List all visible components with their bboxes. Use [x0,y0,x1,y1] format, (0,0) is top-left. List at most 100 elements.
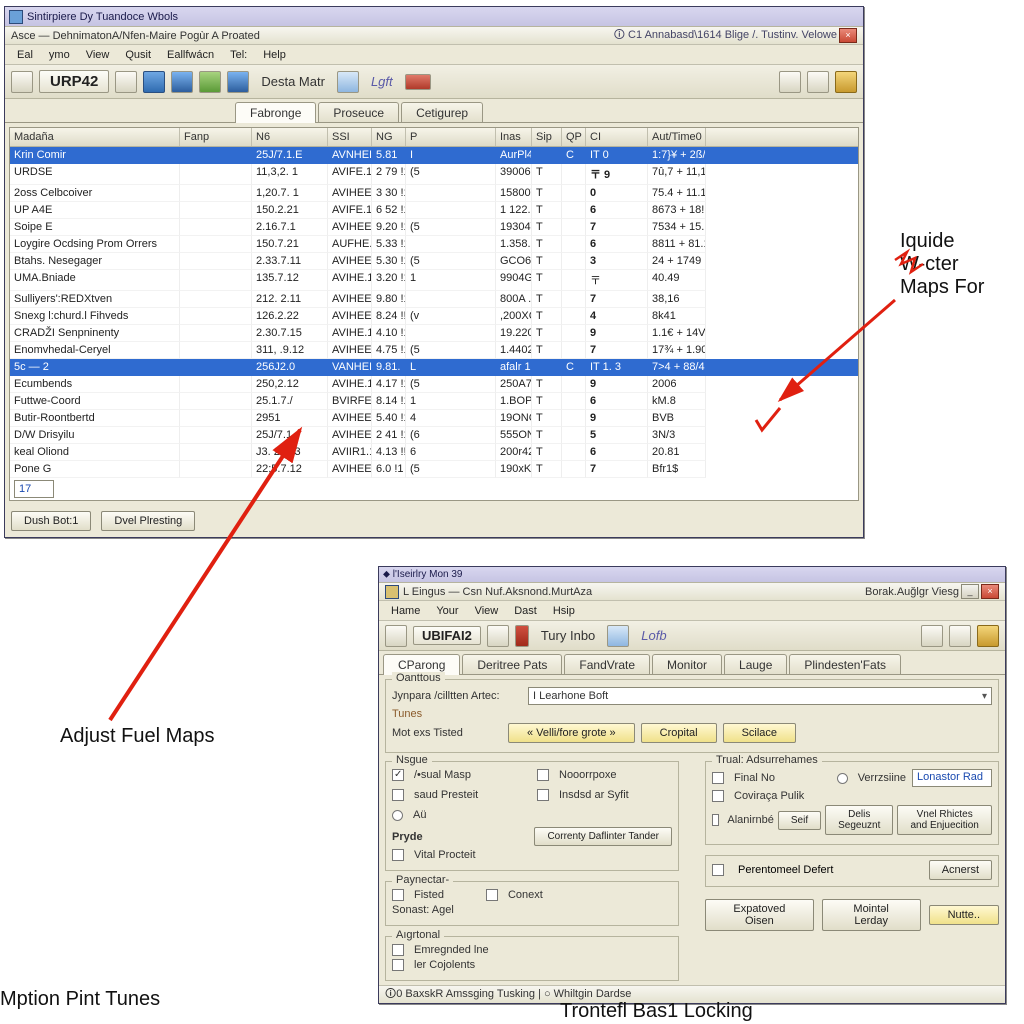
chk-emr[interactable] [392,944,404,956]
table-row[interactable]: Krin Comir25J/7.1.EAVNHED 15.81IAurPl42/… [10,147,858,164]
tool-icon-red[interactable] [405,74,431,90]
menu-qusit[interactable]: Qusit [117,47,159,63]
chk-vital[interactable] [392,849,404,861]
table-row[interactable]: Btahs. Nesegager2.33.7.11AVIHEE.125.30 !… [10,253,858,270]
dvel-button[interactable]: Dvel Plresting [101,511,195,531]
menu-ymo[interactable]: ymo [41,47,78,63]
close-icon-2[interactable]: × [981,584,999,599]
table-row[interactable]: Ecumbends250,2.12AVIHE.194.17 !1(5250A7.… [10,376,858,393]
close-icon[interactable]: × [839,28,857,43]
chk-ale[interactable] [712,814,719,826]
smenu-4[interactable]: Hsip [545,603,583,619]
tool-icon-5[interactable] [199,71,221,93]
stab-1[interactable]: Deritree Pats [462,654,562,674]
settings-title-small[interactable]: ⬥ l'Iseirlry Mon 39 [379,567,1005,583]
table-row[interactable]: 5c — 2256J2.0VANHED 119.81.Lafalr 1.32).… [10,359,858,376]
rad-ver[interactable] [837,773,848,784]
stab-5[interactable]: Plindesten'Fats [789,654,901,674]
chk-noon[interactable] [537,769,549,781]
rad-au[interactable] [392,810,403,821]
menu-eall[interactable]: Eallfwácn [159,47,222,63]
col-5[interactable]: P [406,128,496,146]
col-3[interactable]: SSI [328,128,372,146]
tool-icon-4[interactable] [171,71,193,93]
chk-inds[interactable] [537,789,549,801]
col-4[interactable]: NG [372,128,406,146]
menu-eal[interactable]: Eal [9,47,41,63]
table-row[interactable]: Snexg l:churd.l Fihveds126.2.22AVIHEE.15… [10,308,858,325]
btn-vnal[interactable]: Vnel Rhictes and Enjuecition [897,805,992,835]
table-row[interactable]: Soipe E2.16.7.1AVIHEE.169.20 !1(519304V.… [10,219,858,236]
stool-6[interactable] [977,625,999,647]
smenu-3[interactable]: Dast [506,603,545,619]
table-row[interactable]: URDSE11,3,2. 1AVIFE.152 79 !1(5390061 1T… [10,164,858,185]
col-1[interactable]: Fanp [180,128,252,146]
dropdown-type[interactable]: I Learhone Boft [528,687,992,705]
tool-icon-2[interactable] [115,71,137,93]
table-row[interactable]: Loygire Ocdsing Prom Orrers150.7.21AUFHE… [10,236,858,253]
smenu-1[interactable]: Your [428,603,466,619]
col-9[interactable]: CI [586,128,648,146]
stool-2[interactable] [487,625,509,647]
table-row[interactable]: 2oss Celbcoiver1,20.7. 1AVIHEE.153 30 !1… [10,185,858,202]
main-titlebar[interactable]: Sintirpiere Dy Tuandoce Wbols [5,7,863,27]
chk-final[interactable] [712,772,724,784]
menu-help[interactable]: Help [255,47,294,63]
btn-acnerst[interactable]: Acnerst [929,860,992,880]
tool-icon-8[interactable] [779,71,801,93]
table-row[interactable]: UMA.Bniade135.7.12AVIHE.123.20 !119904G … [10,270,858,291]
txt-lonastor[interactable]: Lonastor Rad [912,769,992,787]
tool-icon-10[interactable] [835,71,857,93]
table-row[interactable]: Pone G22;5.7.12AVIHEE 36.0 !1(5190xK 4T7… [10,461,858,478]
chk-saud[interactable] [392,789,404,801]
main-menubar[interactable]: Eal ymo View Qusit Eallfwácn Tel: Help [5,45,863,65]
stool-1[interactable] [385,625,407,647]
table-row[interactable]: Sulliyers':REDXtven212. 2.11AVIHEE.119.8… [10,291,858,308]
chk-cov[interactable] [712,790,724,802]
tool-icon-6[interactable] [227,71,249,93]
btn-seif[interactable]: Seif [778,811,821,830]
tool-icon-3[interactable] [143,71,165,93]
btn-comty[interactable]: Correnty Daflinter Tander [534,827,672,846]
btn-sol[interactable]: Scilace [723,723,796,743]
smenu-2[interactable]: View [467,603,507,619]
table-row[interactable]: Enomvhedal-Ceryel311, .9.12AVIHEE 134.75… [10,342,858,359]
tab-cetigurep[interactable]: Cetigurep [401,102,483,122]
col-6[interactable]: Inas [496,128,532,146]
page-input[interactable] [14,480,54,498]
menu-view[interactable]: View [78,47,118,63]
col-8[interactable]: QP [562,128,586,146]
stool-3[interactable] [607,625,629,647]
col-2[interactable]: N6 [252,128,328,146]
stab-2[interactable]: FandVrate [564,654,650,674]
stool-red[interactable] [515,625,529,647]
table-row[interactable]: keal OliondJ3. 2.ǳ3AVIIR1.14.13 !!6200r4… [10,444,858,461]
btn-nutte[interactable]: Nutte.. [929,905,999,925]
chk-fist[interactable] [392,889,404,901]
stool-5[interactable] [949,625,971,647]
dush-button[interactable]: Dush Bot:1 [11,511,91,531]
tool-icon-1[interactable] [11,71,33,93]
table-row[interactable]: Futtwe-Coord25.1.7./BVIRFE 18.14 !111.BO… [10,393,858,410]
col-7[interactable]: Sip [532,128,562,146]
table-row[interactable]: UP A4E150.2.21AVIFE.196 52 !11 122.381.5… [10,202,858,219]
table-row[interactable]: D/W Drisyilu25J/7.1.-AVIHEE.392 41 !1(65… [10,427,858,444]
btn-exp[interactable]: Expatoved Oisen [705,899,814,931]
col-0[interactable]: Madaña [10,128,180,146]
chk-conext[interactable] [486,889,498,901]
table-row[interactable]: Butir-Roontbertd2951AVIHEE.155.40 !1419O… [10,410,858,427]
btn-moin[interactable]: Mointəl Lerday [822,899,921,931]
tab-fabronge[interactable]: Fabronge [235,102,316,123]
btn-dels[interactable]: Delis Segeuznt [825,805,893,835]
min-icon[interactable]: _ [961,584,979,599]
stab-4[interactable]: Lauge [724,654,787,674]
menu-tel[interactable]: Tel: [222,47,255,63]
btn-vell[interactable]: « Velli/fore grote » [508,723,635,743]
table-row[interactable]: CRADŽI Senpninenty2.30.7.15AVIHE.134.10 … [10,325,858,342]
tool-icon-7[interactable] [337,71,359,93]
chk-isual[interactable] [392,769,404,781]
tab-proseuce[interactable]: Proseuce [318,102,399,122]
tool-icon-9[interactable] [807,71,829,93]
chk-ler[interactable] [392,959,404,971]
chk-peren[interactable] [712,864,724,876]
